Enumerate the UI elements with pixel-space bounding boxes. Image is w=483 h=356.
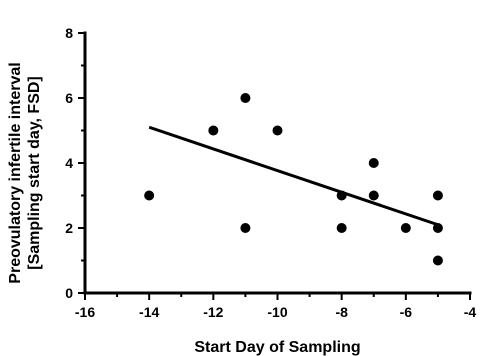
data-point xyxy=(336,223,347,233)
data-point xyxy=(336,190,347,201)
x-tick-label: -6 xyxy=(400,304,413,320)
x-axis-label: Start Day of Sampling xyxy=(194,339,360,356)
data-points xyxy=(144,93,443,266)
data-point xyxy=(368,158,379,168)
x-tick-label: -14 xyxy=(139,304,159,320)
x-tick-label: -4 xyxy=(464,304,477,320)
data-point xyxy=(144,190,155,201)
y-axis-ticks: 0 2 4 6 8 xyxy=(65,25,85,301)
y-axis-label-line-2: [Sampling start day, FSD] xyxy=(26,76,43,270)
y-tick-label: 4 xyxy=(65,155,73,171)
data-point xyxy=(432,255,443,266)
y-tick-label: 2 xyxy=(65,220,73,236)
x-axis-ticks: -16 -14 -12 -10 -8 -6 -4 xyxy=(75,293,477,320)
data-point xyxy=(208,125,219,136)
y-tick-label: 0 xyxy=(65,285,73,301)
data-point xyxy=(432,223,443,233)
data-point xyxy=(432,190,443,201)
x-tick-label: -16 xyxy=(75,304,95,320)
axes xyxy=(83,31,472,295)
trend-line xyxy=(148,125,439,227)
data-point xyxy=(368,190,379,201)
x-tick-label: -12 xyxy=(203,304,223,320)
data-point xyxy=(272,125,283,136)
data-point xyxy=(240,93,251,103)
x-tick-label: -8 xyxy=(335,304,348,320)
x-tick-label: -10 xyxy=(267,304,287,320)
y-tick-label: 8 xyxy=(65,25,73,41)
data-point xyxy=(240,223,251,233)
y-tick-label: 6 xyxy=(65,90,73,106)
y-axis-label-line-1: Preovulatory infertile interval xyxy=(7,62,24,283)
data-point xyxy=(400,223,411,233)
